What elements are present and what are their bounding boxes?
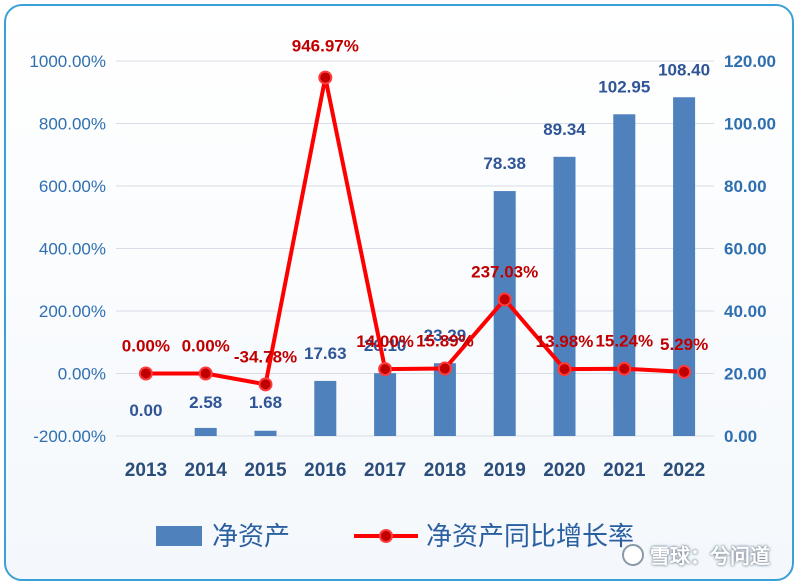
line-point-2017 — [378, 362, 393, 377]
bar-2022 — [673, 97, 696, 436]
left-tick-label: 600.00% — [39, 177, 106, 196]
line-point-2015 — [258, 377, 273, 392]
bar-data-label: 78.38 — [483, 154, 526, 173]
line-data-label: -34.78% — [234, 347, 297, 366]
left-tick-label: 400.00% — [39, 240, 106, 259]
line-point-2021 — [617, 361, 632, 376]
x-tick-label: 2019 — [484, 460, 526, 481]
right-tick-label: 120.00 — [724, 52, 776, 71]
line-data-label: 15.24% — [595, 332, 653, 351]
bar-data-label: 2.58 — [189, 393, 222, 412]
bar-2018 — [433, 363, 456, 436]
bar-series — [194, 97, 696, 436]
line-point-2013 — [138, 366, 153, 381]
left-tick-label: 0.00% — [58, 365, 106, 384]
left-axis-ticks: -200.00% 0.00% 200.00% 400.00% 600.00% 800.00… — [29, 52, 106, 446]
line-point-2020 — [557, 362, 572, 377]
line-point-2019 — [497, 292, 512, 307]
line-point-2022 — [677, 364, 692, 379]
bar-data-label: 89.34 — [543, 120, 586, 139]
legend-label-bar: 净资产 — [212, 521, 290, 551]
x-tick-label: 2013 — [125, 460, 167, 481]
right-tick-label: 60.00 — [724, 240, 767, 259]
x-tick-label: 2018 — [424, 460, 466, 481]
right-tick-label: 20.00 — [724, 365, 767, 384]
bar-data-label: 17.63 — [304, 344, 347, 363]
legend-label-line: 净资产同比增长率 — [426, 521, 634, 551]
bar-2021 — [613, 114, 636, 436]
bar-2017 — [374, 373, 397, 436]
line-point-2016 — [318, 70, 333, 85]
line-data-label: 946.97% — [292, 37, 359, 56]
bar-data-label: 1.68 — [249, 393, 282, 412]
bar-2014 — [194, 427, 217, 436]
bar-data-label: 102.95 — [598, 77, 650, 96]
line-data-label: 0.00% — [182, 337, 230, 356]
bar-2020 — [553, 156, 576, 436]
line-point-2018 — [437, 361, 452, 376]
bar-2016 — [314, 380, 337, 436]
combo-chart: 0.00 2.58 1.68 17.63 20.10 23.29 78.38 89.34 102… — [29, 37, 776, 551]
line-series — [138, 70, 692, 392]
x-axis-ticks: 2013 2014 2015 2016 2017 2018 2019 2020 2021 2022 — [125, 460, 705, 481]
right-tick-label: 100.00 — [724, 115, 776, 134]
x-tick-label: 2014 — [185, 460, 228, 481]
line-data-label: 14.00% — [356, 332, 414, 351]
legend-swatch-marker — [379, 529, 393, 543]
line-data-label: 13.98% — [536, 332, 594, 351]
bar-2019 — [493, 191, 516, 436]
chart-frame: 0.00 2.58 1.68 17.63 20.10 23.29 78.38 89.34 102… — [4, 4, 794, 581]
right-axis-ticks: 0.00 20.00 40.00 60.00 80.00 100.00 120.00 — [724, 52, 776, 446]
left-tick-label: -200.00% — [33, 427, 106, 446]
bar-data-label: 20.10 — [364, 336, 407, 355]
x-tick-label: 2020 — [543, 460, 585, 481]
watermark: 雪球：兮问道 — [622, 540, 770, 569]
x-tick-label: 2015 — [244, 460, 287, 481]
x-tick-label: 2021 — [603, 460, 646, 481]
snowball-logo-icon — [622, 543, 644, 566]
right-tick-label: 80.00 — [724, 177, 767, 196]
line-point-2014 — [198, 366, 213, 381]
left-tick-label: 200.00% — [39, 302, 106, 321]
x-tick-label: 2017 — [364, 460, 406, 481]
left-tick-label: 1000.00% — [29, 52, 106, 71]
bar-data-label: 0.00 — [129, 401, 162, 420]
bar-data-label: 108.40 — [658, 60, 710, 79]
line-data-labels: 0.00% 0.00%-34.78%946.97%14.00% 15.89%237.… — [122, 37, 708, 367]
line-data-label: 15.89% — [416, 332, 474, 351]
bar-data-label: 23.29 — [424, 326, 467, 345]
watermark-text: 雪球：兮问道 — [650, 546, 770, 568]
line-data-label: 0.00% — [122, 337, 170, 356]
x-tick-label: 2022 — [663, 460, 705, 481]
legend-swatch-bar — [156, 526, 202, 546]
legend: 净资产 净资产同比增长率 — [156, 521, 634, 551]
growth-rate-line — [145, 75, 685, 387]
line-data-label: 5.29% — [660, 335, 708, 354]
x-tick-label: 2016 — [304, 460, 346, 481]
bar-data-labels: 0.00 2.58 1.68 17.63 20.10 23.29 78.38 89.34 102… — [129, 60, 710, 420]
left-tick-label: 800.00% — [39, 115, 106, 134]
bar-2015 — [254, 430, 277, 436]
line-data-label: 237.03% — [471, 262, 538, 281]
right-tick-label: 40.00 — [724, 302, 767, 321]
right-tick-label: 0.00 — [724, 427, 757, 446]
